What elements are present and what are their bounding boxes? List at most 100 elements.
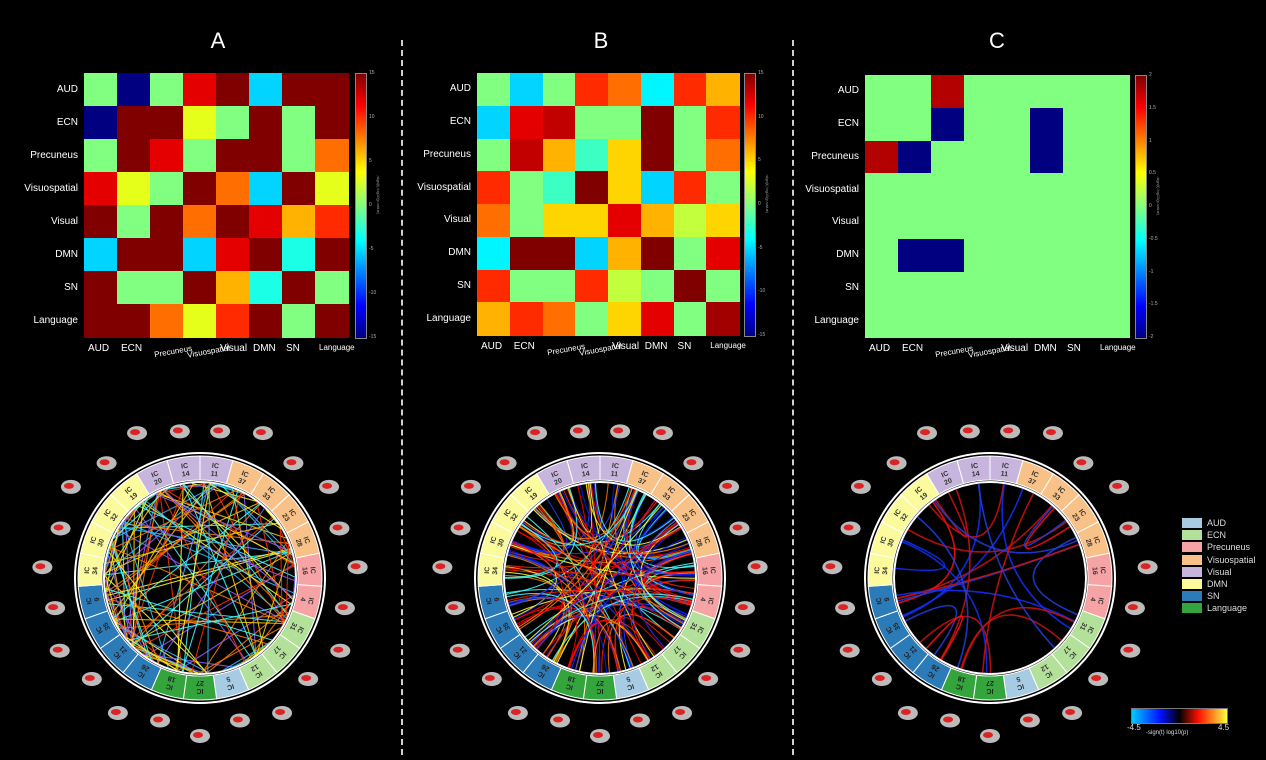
heatmap-cell: [1096, 173, 1130, 207]
connection-chord: [506, 593, 595, 673]
brain-thumbnail-icon: [550, 713, 571, 728]
heatmap-cell: [509, 269, 543, 303]
heatmap-row-label: Visuospatial: [417, 181, 471, 193]
brain-thumbnail-icon: [569, 424, 590, 439]
legend-swatch: [1182, 603, 1202, 614]
colorbar-tick-label: -15: [758, 332, 766, 338]
heatmap-cell: [509, 171, 543, 205]
brain-thumbnail-icon: [527, 426, 548, 441]
brain-thumbnail-icon: [1120, 643, 1141, 658]
heatmap-row-label: AUD: [449, 83, 471, 95]
connection-chord: [129, 484, 185, 643]
connection-chord: [216, 483, 234, 490]
brain-thumbnail-icon: [45, 601, 66, 616]
colorbar-tick-label: -5: [369, 246, 374, 252]
colorbar-tick-label: 1: [1149, 137, 1152, 144]
connection-chord: [904, 604, 958, 656]
ring-outline: [74, 452, 326, 704]
brain-thumbnail-icon: [734, 601, 755, 616]
heatmap-cell: [706, 204, 740, 238]
heatmap-cell: [542, 269, 576, 303]
heatmap-cell: [117, 172, 151, 206]
colorbar-tick-label: 10: [369, 114, 375, 120]
heatmap-cell: [640, 171, 674, 205]
heatmap-cell: [509, 204, 543, 238]
brain-thumbnail-icon: [1000, 424, 1021, 439]
brain-thumbnail-icon: [835, 601, 856, 616]
heatmap-cell: [706, 236, 740, 270]
connection-chord: [160, 491, 245, 663]
heatmap-cell: [315, 271, 349, 305]
brain-thumbnail-icon: [959, 424, 980, 439]
connection-chord: [516, 607, 578, 668]
heatmap-cell: [640, 73, 674, 107]
heatmap-cell: [84, 271, 118, 305]
heatmap-cell: [84, 304, 118, 338]
brain-thumbnail-icon: [730, 643, 751, 658]
brain-thumbnail-icon: [917, 426, 938, 441]
connection-chord: [614, 579, 695, 672]
connection-chord: [133, 493, 157, 510]
colorbar-title: -sign(t) log10(p-value): [765, 174, 770, 214]
ring-segment-label: IC5: [224, 674, 235, 690]
heatmap-col-label: ECN: [513, 341, 535, 352]
heatmap-cell: [249, 271, 283, 305]
ring-segment-label: IC28: [694, 535, 711, 547]
ring-segment-label: IC5: [624, 674, 635, 690]
colorbar-tick-label: 2: [1149, 72, 1152, 78]
connection-chord: [902, 488, 1024, 617]
heatmap-cell: [282, 139, 316, 173]
heatmap-cell: [1030, 107, 1064, 141]
panel-title-c: C: [989, 28, 1005, 53]
heatmap-cell: [542, 105, 576, 139]
heatmap-row-label: AUD: [837, 85, 859, 97]
ring-inner-outline: [893, 481, 1087, 675]
heatmap-cell: [183, 304, 217, 338]
connection-chord: [507, 589, 692, 606]
heatmap-row-label: DMN: [836, 249, 859, 261]
connection-chord: [592, 621, 648, 673]
connection-chord: [525, 562, 694, 638]
connection-chord: [105, 588, 273, 641]
heatmap-row-label: Visual: [50, 215, 78, 227]
ring-segment-label: IC18: [565, 674, 577, 691]
brain-thumbnail-icon: [60, 479, 81, 494]
legend-swatch: [1182, 530, 1202, 541]
heatmap-col-label: AUD: [88, 343, 110, 354]
heatmap-cell: [706, 302, 740, 336]
heatmap-col-label: DMN: [1034, 343, 1057, 354]
ring-segment-label: IC37: [1027, 470, 1040, 487]
ring-segment-label: IC37: [637, 470, 650, 487]
connection-chord: [505, 527, 681, 569]
heatmap-cell: [315, 139, 349, 173]
connection-chord: [981, 493, 1035, 673]
heatmap-cell: [931, 107, 965, 141]
brain-thumbnail-icon: [1042, 426, 1063, 441]
ring-segment-label: IC27: [196, 679, 204, 694]
ring-segment-label: IC21: [902, 644, 918, 660]
heatmap-cell: [640, 138, 674, 172]
legend-swatch: [1182, 542, 1202, 553]
connection-chord: [919, 615, 992, 674]
connection-chord: [518, 483, 609, 628]
connection-chord: [183, 483, 289, 616]
connection-chord: [106, 492, 244, 597]
connection-chord: [901, 541, 988, 673]
heatmap-cell: [117, 271, 151, 305]
brain-thumbnail-icon: [272, 705, 293, 720]
brain-thumbnail-icon: [507, 705, 528, 720]
ring-segment-label: IC31: [1078, 621, 1095, 635]
heatmap-cell: [509, 138, 543, 172]
colorbar-tick-label: 5: [758, 157, 761, 164]
connection-chord: [124, 519, 133, 645]
brain-thumbnail-icon: [445, 601, 466, 616]
heatmap-cell: [964, 304, 998, 338]
connection-chord: [211, 483, 285, 623]
colorbar-tick-label: -10: [369, 290, 377, 296]
connection-chord: [131, 643, 193, 674]
heatmap-cell: [575, 302, 609, 336]
ring-segment-label: IC28: [294, 535, 311, 547]
panel-divider-2: [792, 40, 794, 755]
heatmap-cell: [509, 73, 543, 107]
heatmap-cell: [575, 269, 609, 303]
